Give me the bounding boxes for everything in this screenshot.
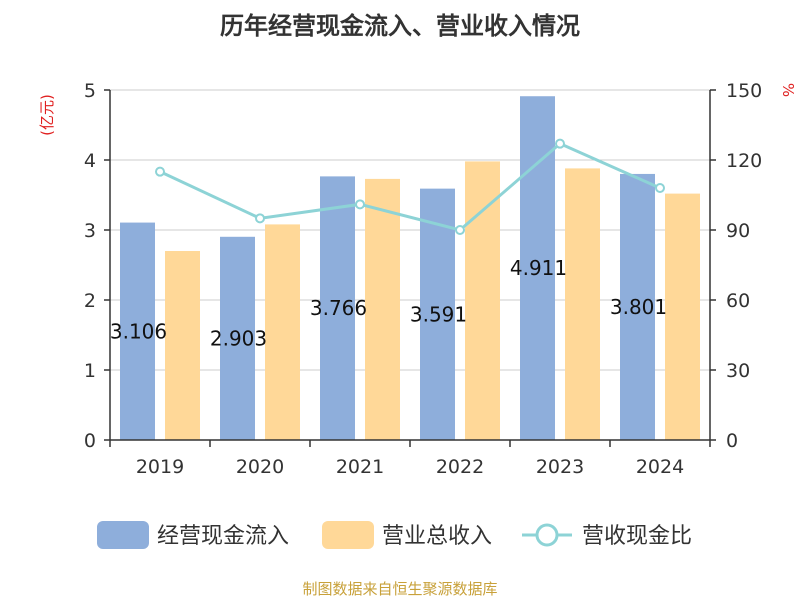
left-axis-unit: (亿元) [38,94,56,136]
bar-revenue [565,168,600,440]
bar-revenue [465,161,500,440]
right-tick-label: 150 [726,80,762,102]
legend-swatch-cash-inflow [97,521,149,549]
x-tick-label: 2022 [436,456,484,478]
left-tick-label: 2 [84,290,96,312]
legend-marker-ratio [535,523,559,547]
axis-ticks: 0 1 2 3 4 5 0 30 60 90 120 150 2019 2020 2021 2022 2023 2… [84,80,762,478]
x-tick-label: 2019 [136,456,184,478]
ratio-line [155,138,665,235]
data-label: 3.801 [610,295,667,319]
right-tick-label: 0 [726,430,738,452]
data-label: 4.911 [510,256,567,280]
data-label: 3.106 [110,319,167,343]
ratio-point [555,138,565,149]
bar-cash-inflow [320,176,355,440]
left-tick-label: 5 [84,80,96,102]
legend: 经营现金流入 营业总收入 营收现金比 [97,521,692,549]
bar-cash-inflow [420,188,455,440]
data-labels: 3.106 2.903 3.766 3.591 4.911 3.801 [110,256,667,350]
legend-label-ratio: 营收现金比 [582,524,692,549]
ratio-point [455,225,465,235]
ratio-line-path [159,141,661,232]
ratio-point [155,166,165,177]
legend-swatch-revenue [322,521,374,549]
right-tick-label: 60 [726,290,750,312]
grid-lines [110,89,710,371]
x-tick-label: 2023 [536,456,584,478]
right-tick-label: 120 [726,150,762,172]
left-tick-label: 4 [84,150,96,172]
bar-revenue [365,178,400,440]
data-label: 2.903 [210,326,267,350]
legend-label-cash-inflow: 经营现金流入 [157,524,289,549]
bar-revenue [665,193,700,440]
x-tick-label: 2020 [236,456,284,478]
right-axis-unit: % [779,83,797,97]
data-label: 3.766 [310,296,367,320]
legend-label-revenue: 营业总收入 [382,524,492,549]
bar-revenue [165,251,200,440]
right-tick-label: 90 [726,220,750,242]
x-tick-label: 2024 [636,456,684,478]
right-tick-label: 30 [726,360,750,382]
ratio-point [255,213,265,224]
bar-cash-inflow [120,222,155,440]
data-label: 3.591 [410,302,467,326]
bar-cash-inflow [620,173,655,440]
left-tick-label: 1 [84,360,96,382]
bar-revenue [265,224,300,440]
bar-cash-inflow [220,236,255,440]
left-tick-label: 3 [84,220,96,242]
ratio-point [655,183,665,193]
data-source-note: 制图数据来自恒生聚源数据库 [302,580,498,598]
left-tick-label: 0 [84,430,96,452]
bars [120,96,700,440]
chart-title: 历年经营现金流入、营业收入情况 [220,12,580,40]
x-tick-label: 2021 [336,456,384,478]
ratio-point [355,199,365,210]
